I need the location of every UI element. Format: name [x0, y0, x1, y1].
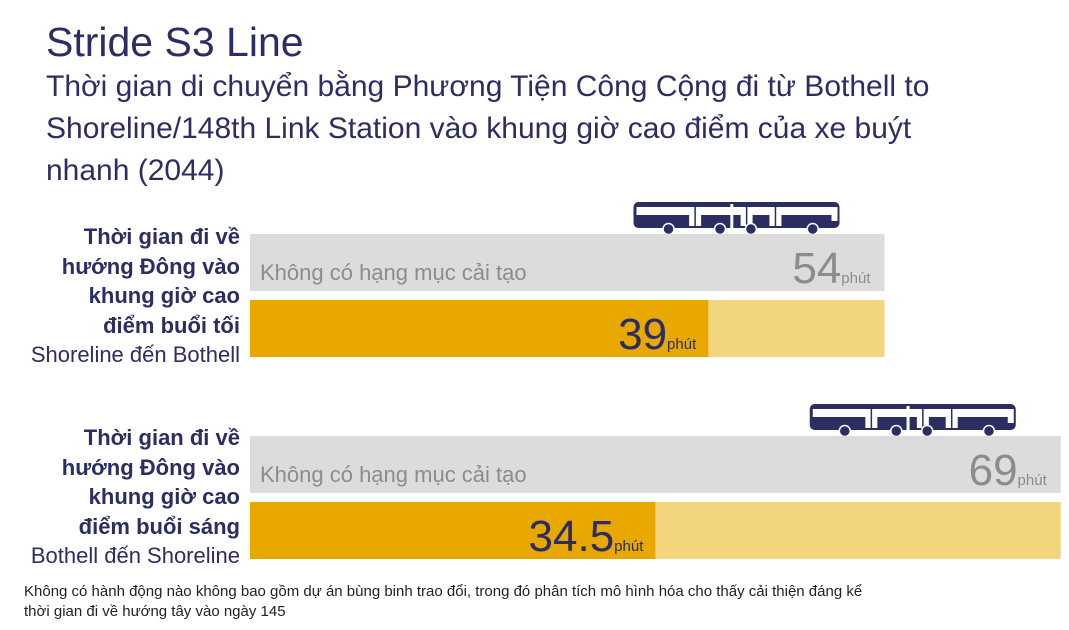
- group-label-line: hướng Đông vào: [61, 454, 240, 480]
- baseline-value-label: 54phút: [792, 244, 871, 293]
- bus-icon: [809, 404, 1016, 438]
- group-label-line: khung giờ cao: [88, 484, 240, 509]
- baseline-bar: [250, 436, 1061, 493]
- project-value-label: 34.5phút: [529, 512, 645, 561]
- baseline-bar: [250, 234, 885, 291]
- baseline-label: Không có hạng mục cải tạo: [260, 260, 527, 285]
- baseline-label: Không có hạng mục cải tạo: [260, 462, 527, 487]
- project-bar: [250, 300, 709, 357]
- group-label-line: Thời gian đi về: [83, 224, 240, 249]
- group-label-morning: Thời gian đi về hướng Đông vào khung giờ…: [0, 423, 240, 571]
- group-label-line: điểm buổi sáng: [78, 513, 240, 539]
- group-label-line: Thời gian đi về: [83, 425, 240, 450]
- footnote: Không có hành động nào không bao gồm dự …: [24, 583, 863, 620]
- baseline-value-label: 69phút: [969, 446, 1048, 495]
- chart-subtitle: Thời gian di chuyển bằng Phương Tiện Côn…: [46, 70, 930, 187]
- chart-title: Stride S3 Line: [46, 19, 304, 65]
- group-label-line: điểm buổi tối: [103, 312, 240, 338]
- group-label-evening: Thời gian đi về hướng Đông vào khung giờ…: [0, 222, 240, 370]
- route-label: Bothell đến Shoreline: [30, 543, 240, 568]
- group-label-line: hướng Đông vào: [61, 253, 240, 279]
- bus-icon: [633, 202, 840, 236]
- project-value-label: 39phút: [618, 310, 697, 359]
- route-label: Shoreline đến Bothell: [30, 342, 240, 367]
- group-label-line: khung giờ cao: [88, 283, 240, 308]
- project-bar: [250, 502, 656, 559]
